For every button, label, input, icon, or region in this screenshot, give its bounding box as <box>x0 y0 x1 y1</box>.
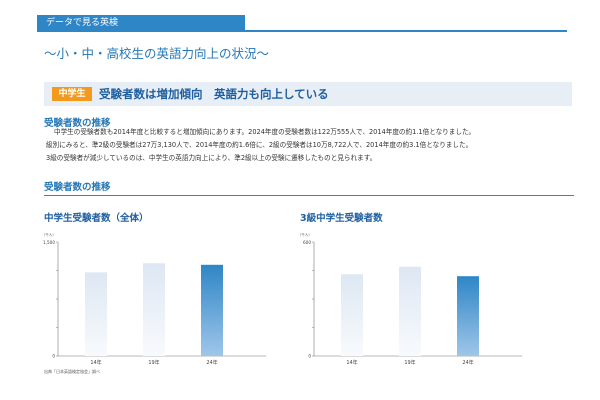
chart-title-grade3: 3級中学生受験者数 <box>300 213 383 224</box>
source-note: 出典「日本英語検定協会」調べ <box>44 369 100 374</box>
bar-19年 <box>399 266 421 356</box>
header-tab-label: データで見る英検 <box>46 18 119 28</box>
bar-chart-grade3: （千人） 600 0 14年 19年 24年 <box>298 232 522 366</box>
header-rule <box>37 30 567 32</box>
chart-section-heading: 受験者数の推移 <box>44 182 111 193</box>
section-heading: 受験者数の推移 <box>44 118 111 129</box>
chart-title-total: 中学生受験者数（全体） <box>44 213 149 224</box>
x-tick-label: 24年 <box>206 359 217 366</box>
section-banner: 中学生 受験者数は増加傾向 英語力も向上している <box>44 82 572 106</box>
page-title: 〜小・中・高校生の英語力向上の状況〜 <box>44 46 270 61</box>
body-text-line-1: 中学生の受験者数も2014年度と比較すると増加傾向にあります。2024年度の受験… <box>54 128 476 136</box>
bar-24年 <box>201 264 223 356</box>
bar-14年 <box>85 272 107 356</box>
y-unit-label: （千人） <box>298 232 312 237</box>
x-tick-label: 14年 <box>90 359 101 366</box>
bar-14年 <box>341 274 363 356</box>
bar-19年 <box>143 263 165 356</box>
bar-chart-total: （千人） 1,500 0 14年 19年 24年 <box>42 232 266 366</box>
banner-title: 受験者数は増加傾向 英語力も向上している <box>99 87 329 101</box>
y-tick-label-max: 600 <box>303 240 311 245</box>
x-tick-label: 14年 <box>346 359 357 366</box>
body-text-line-2: 級別にみると、準2級の受験者は27万3,130人で、2014年度の約1.6倍に、… <box>46 141 473 149</box>
y-tick-label-max: 1,500 <box>43 240 55 245</box>
x-tick-label: 19年 <box>148 359 159 366</box>
section-rule <box>44 195 574 196</box>
x-tick-label: 19年 <box>404 359 415 366</box>
x-tick-label: 24年 <box>462 359 473 366</box>
level-badge: 中学生 <box>52 87 92 101</box>
header-tab: データで見る英検 <box>37 15 245 31</box>
y-tick-label-min: 0 <box>308 354 311 359</box>
y-tick-label-min: 0 <box>52 354 55 359</box>
body-text-line-3: 3級の受験者が減少しているのは、中学生の英語力向上により、準2級以上の受験に遷移… <box>46 154 377 162</box>
bar-24年 <box>457 276 479 356</box>
y-unit-label: （千人） <box>42 232 56 237</box>
